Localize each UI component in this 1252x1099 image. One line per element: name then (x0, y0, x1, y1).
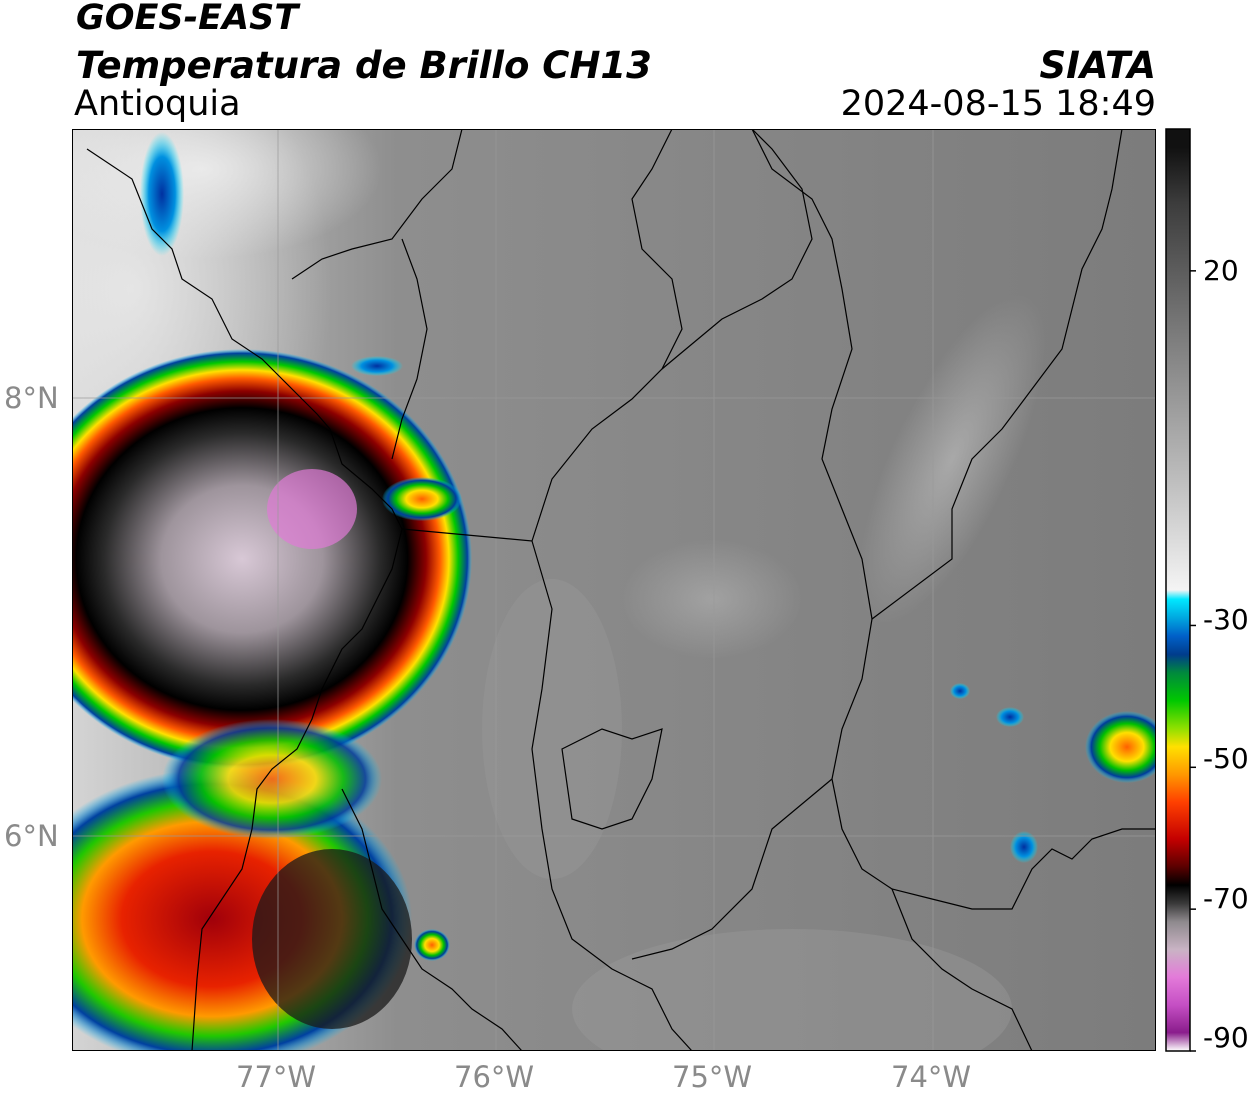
colorbar-tick-20: 20 (1203, 254, 1239, 287)
lon-label-75w: 75°W (672, 1060, 753, 1094)
lat-label-8n: 8°N (4, 381, 59, 415)
region-title: Antioquia (74, 84, 241, 124)
colorbar-gradient (1165, 128, 1191, 1052)
product-title: Temperatura de Brillo CH13 (76, 44, 652, 87)
temperature-colorbar (1165, 128, 1196, 1052)
lon-label-74w: 74°W (891, 1060, 972, 1094)
brightness-temperature-map (72, 129, 1156, 1051)
lon-label-76w: 76°W (454, 1060, 535, 1094)
satellite-title: GOES-EAST (76, 0, 299, 38)
colorbar-tick-minus50: -50 (1203, 742, 1249, 775)
colorbar-tick-minus90: -90 (1203, 1021, 1249, 1054)
colorbar-tick-minus30: -30 (1203, 603, 1249, 636)
brand-label: SIATA (1039, 44, 1156, 87)
lon-label-77w: 77°W (236, 1060, 317, 1094)
colorbar-tick-minus70: -70 (1203, 882, 1249, 915)
lat-label-6n: 6°N (4, 819, 59, 853)
datetime-stamp: 2024-08-15 18:49 (840, 84, 1156, 124)
